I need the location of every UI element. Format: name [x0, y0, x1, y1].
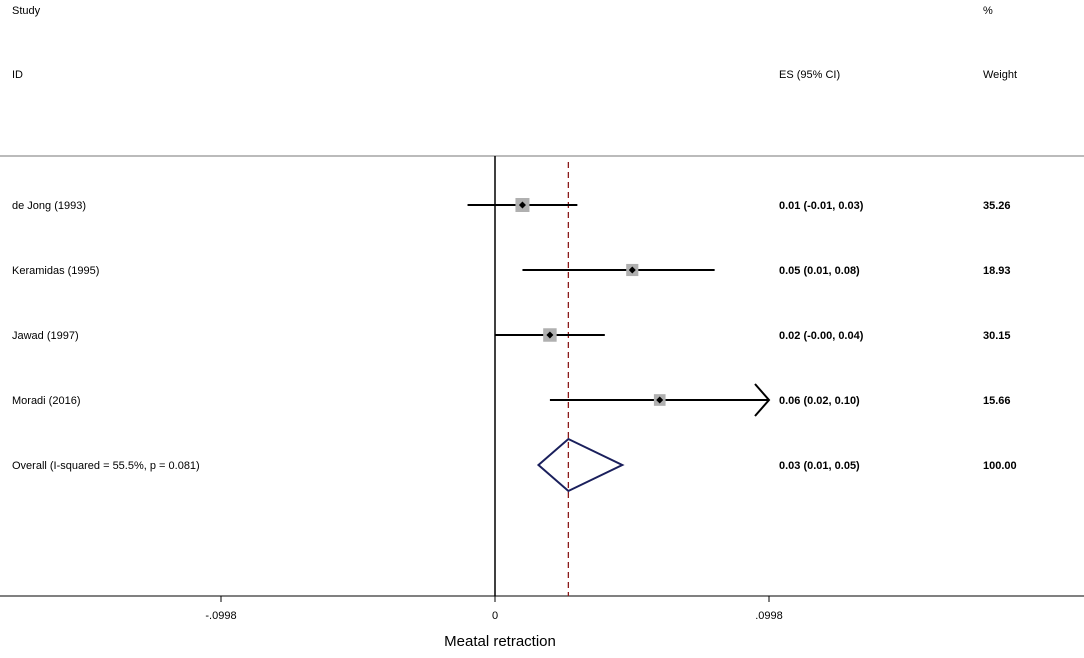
- point-estimate: [628, 266, 636, 274]
- x-tick-label: -.0998: [205, 610, 236, 622]
- point-estimate: [518, 201, 526, 209]
- study-label: Jawad (1997): [12, 330, 79, 342]
- header-es: ES (95% CI): [779, 69, 840, 81]
- ci-arrow: [754, 383, 771, 417]
- overall-label: Overall (I-squared = 55.5%, p = 0.081): [12, 460, 200, 472]
- study-weight: 30.15: [983, 330, 1011, 342]
- overall-diamond: [536, 437, 625, 493]
- header-weight: Weight: [983, 69, 1017, 81]
- study-es-text: 0.01 (-0.01, 0.03): [779, 200, 864, 212]
- overall-weight: 100.00: [983, 460, 1017, 472]
- study-weight: 18.93: [983, 265, 1011, 277]
- x-tick-label: .0998: [755, 610, 783, 622]
- x-axis-label: Meatal retraction: [444, 633, 556, 650]
- study-label: de Jong (1993): [12, 200, 86, 212]
- study-label: Moradi (2016): [12, 395, 80, 407]
- point-estimate: [546, 331, 554, 339]
- study-weight: 15.66: [983, 395, 1011, 407]
- x-tick-label: 0: [492, 610, 498, 622]
- study-es-text: 0.06 (0.02, 0.10): [779, 395, 860, 407]
- study-weight: 35.26: [983, 200, 1011, 212]
- header-study: Study: [12, 5, 41, 17]
- study-es-text: 0.05 (0.01, 0.08): [779, 265, 860, 277]
- point-estimate: [656, 396, 664, 404]
- study-label: Keramidas (1995): [12, 265, 99, 277]
- study-es-text: 0.02 (-0.00, 0.04): [779, 330, 864, 342]
- header-weight-pct: %: [983, 5, 993, 17]
- header-id: ID: [12, 69, 23, 81]
- overall-es-text: 0.03 (0.01, 0.05): [779, 460, 860, 472]
